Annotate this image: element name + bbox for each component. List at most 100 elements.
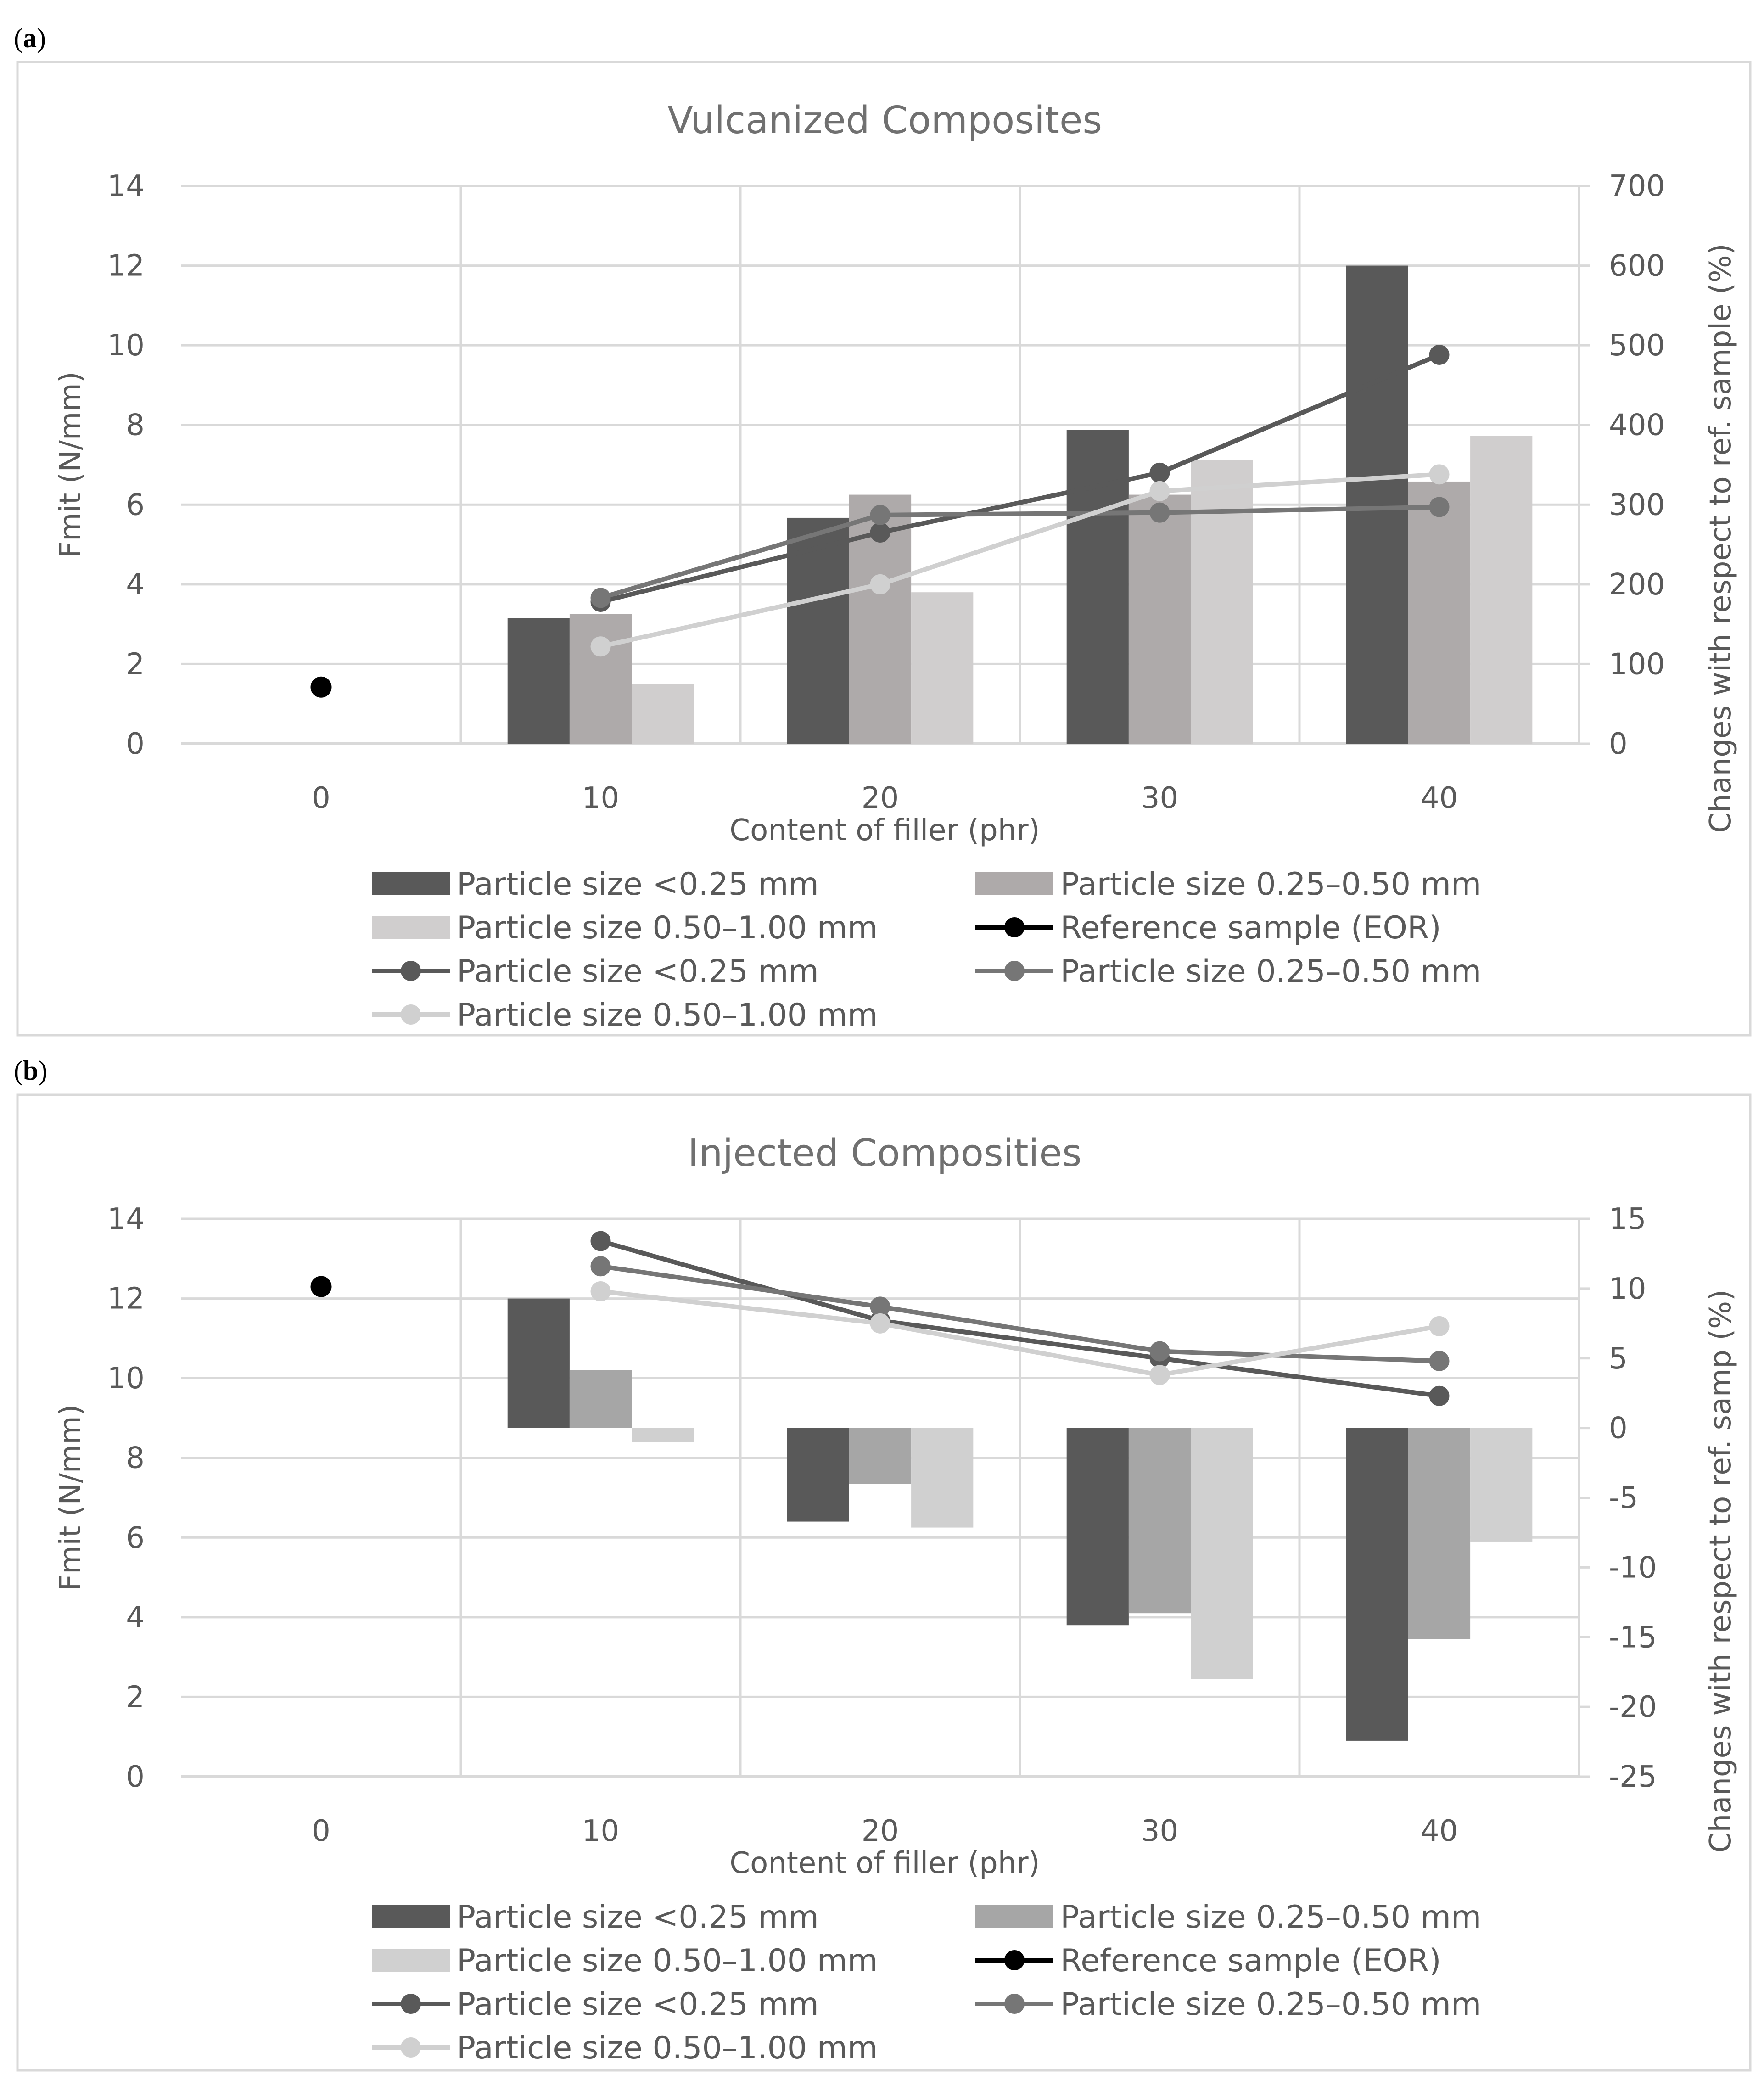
y-tick-label: 12 xyxy=(107,1282,145,1316)
y2-tick-label: -5 xyxy=(1609,1481,1638,1515)
x-tick-label: 20 xyxy=(862,1814,899,1848)
reference-point xyxy=(310,1276,332,1297)
line-point xyxy=(590,1231,611,1251)
legend-label: Particle size 0.25–0.50 mm xyxy=(1060,953,1481,990)
bar-1-10 xyxy=(507,618,570,744)
bar-2-30 xyxy=(1128,494,1191,744)
line-point xyxy=(870,505,890,525)
legend-label: Reference sample (EOR) xyxy=(1060,1943,1441,1979)
chart-b-frame xyxy=(16,1093,1752,2072)
legend-label: Particle size 0.25–0.50 mm xyxy=(1060,866,1481,903)
bar-3-10 xyxy=(632,1428,694,1442)
y2-tick-label: -20 xyxy=(1609,1690,1657,1724)
series-line xyxy=(600,1239,1440,1398)
chart-title: Injected Composities xyxy=(688,1132,1081,1175)
y-axis-title: Fmit (N/mm) xyxy=(54,371,88,558)
bar-2-10 xyxy=(569,614,632,744)
series-line xyxy=(600,1289,1440,1378)
y-tick-label: 2 xyxy=(126,1680,145,1714)
legend-label: Reference sample (EOR) xyxy=(1060,910,1441,946)
legend-label: Particle size 0.25–0.50 mm xyxy=(1060,1986,1481,2023)
chart-title: Vulcanized Composites xyxy=(667,99,1102,142)
line-point xyxy=(590,636,611,657)
bar-1-20 xyxy=(787,1428,849,1522)
y-tick-label: 14 xyxy=(107,169,145,203)
y-tick-label: 6 xyxy=(126,488,145,522)
bar-3-10 xyxy=(632,684,694,744)
y2-tick-label: 400 xyxy=(1609,409,1665,443)
line-point xyxy=(1149,462,1170,483)
y2-tick-label: -15 xyxy=(1609,1621,1657,1654)
line-point xyxy=(590,1256,611,1277)
bar-2-30 xyxy=(1128,1428,1191,1614)
bar-3-20 xyxy=(911,1428,974,1528)
legend-label: Particle size 0.25–0.50 mm xyxy=(1060,1899,1481,1935)
line-point xyxy=(1149,1341,1170,1362)
bar-3-30 xyxy=(1191,1428,1253,1679)
series-line xyxy=(600,1264,1439,1363)
y2-tick-label: 5 xyxy=(1609,1342,1628,1376)
bar-1-10 xyxy=(507,1298,570,1428)
legend-swatch xyxy=(372,1949,450,1972)
y-tick-label: 10 xyxy=(107,329,145,363)
bar-1-20 xyxy=(787,517,849,744)
x-tick-label: 0 xyxy=(312,781,330,815)
panel-b-label: (b) xyxy=(14,1055,47,1086)
bar-1-30 xyxy=(1066,1428,1129,1626)
y2-axis-title: Changes with respect to ref. samp (%) xyxy=(1704,1290,1738,1853)
x-tick-label: 10 xyxy=(582,781,619,815)
y2-tick-label: 15 xyxy=(1609,1202,1646,1236)
bar-3-40 xyxy=(1470,436,1533,744)
panel-a-label: (a) xyxy=(14,23,46,53)
x-tick-label: 20 xyxy=(862,781,899,815)
line-point xyxy=(1429,464,1450,485)
bar-2-10 xyxy=(569,1370,632,1428)
chart-injected: Injected Composities 0 2 4 6 8 10 12 14 -25 -20 -15… xyxy=(54,1132,1738,2066)
line-point xyxy=(590,1281,611,1301)
line-point xyxy=(870,1313,890,1334)
bar-1-40 xyxy=(1346,1428,1408,1741)
series-line xyxy=(600,505,1439,600)
legend-label: Particle size <0.25 mm xyxy=(457,866,819,903)
bar-2-40 xyxy=(1408,1428,1471,1639)
y-tick-label: 14 xyxy=(107,1202,145,1236)
reference-point xyxy=(310,676,332,698)
line-point xyxy=(1429,497,1450,517)
legend-label: Particle size 0.50–1.00 mm xyxy=(457,910,878,946)
y2-tick-label: 500 xyxy=(1609,329,1665,363)
y-tick-label: 12 xyxy=(107,249,145,283)
legend-swatch xyxy=(372,916,450,939)
bar-3-30 xyxy=(1191,460,1253,744)
line-point xyxy=(1149,481,1170,501)
legend-swatch-marker xyxy=(401,1994,421,2014)
y-axis-title: Fmit (N/mm) xyxy=(54,1404,88,1591)
y-tick-label: 8 xyxy=(126,1441,145,1475)
legend-swatch-marker xyxy=(401,961,421,981)
bar-3-20 xyxy=(911,592,974,744)
y-tick-label: 6 xyxy=(126,1521,145,1555)
legend-label: Particle size 0.50–1.00 mm xyxy=(457,1943,878,1979)
bar-3-40 xyxy=(1470,1428,1533,1542)
x-tick-label: 30 xyxy=(1141,781,1178,815)
bar-1-40 xyxy=(1346,265,1408,744)
legend-swatch xyxy=(975,1905,1053,1928)
legend-swatch-marker xyxy=(1004,1994,1025,2014)
chart-vulcanized: Vulcanized Composites0246810121401002003… xyxy=(54,99,1738,1033)
line-point xyxy=(1429,1316,1450,1336)
y2-tick-label: 300 xyxy=(1609,488,1665,522)
y2-tick-label: 600 xyxy=(1609,249,1665,283)
y2-tick-label: 0 xyxy=(1609,1412,1628,1446)
legend-label: Particle size 0.50–1.00 mm xyxy=(457,2030,878,2066)
legend-label: Particle size 0.50–1.00 mm xyxy=(457,997,878,1033)
y-tick-label: 0 xyxy=(126,727,145,761)
bar-2-20 xyxy=(849,1428,912,1484)
y2-tick-label: -25 xyxy=(1609,1760,1657,1794)
y2-tick-label: -10 xyxy=(1609,1551,1657,1585)
x-tick-label: 0 xyxy=(312,1814,330,1848)
line-point xyxy=(870,522,890,543)
y-tick-label: 4 xyxy=(126,1601,145,1635)
legend-swatch-marker xyxy=(401,2037,421,2058)
x-tick-label: 30 xyxy=(1141,1814,1178,1848)
y2-axis-title: Changes with respect to ref. sample (%) xyxy=(1704,243,1738,833)
